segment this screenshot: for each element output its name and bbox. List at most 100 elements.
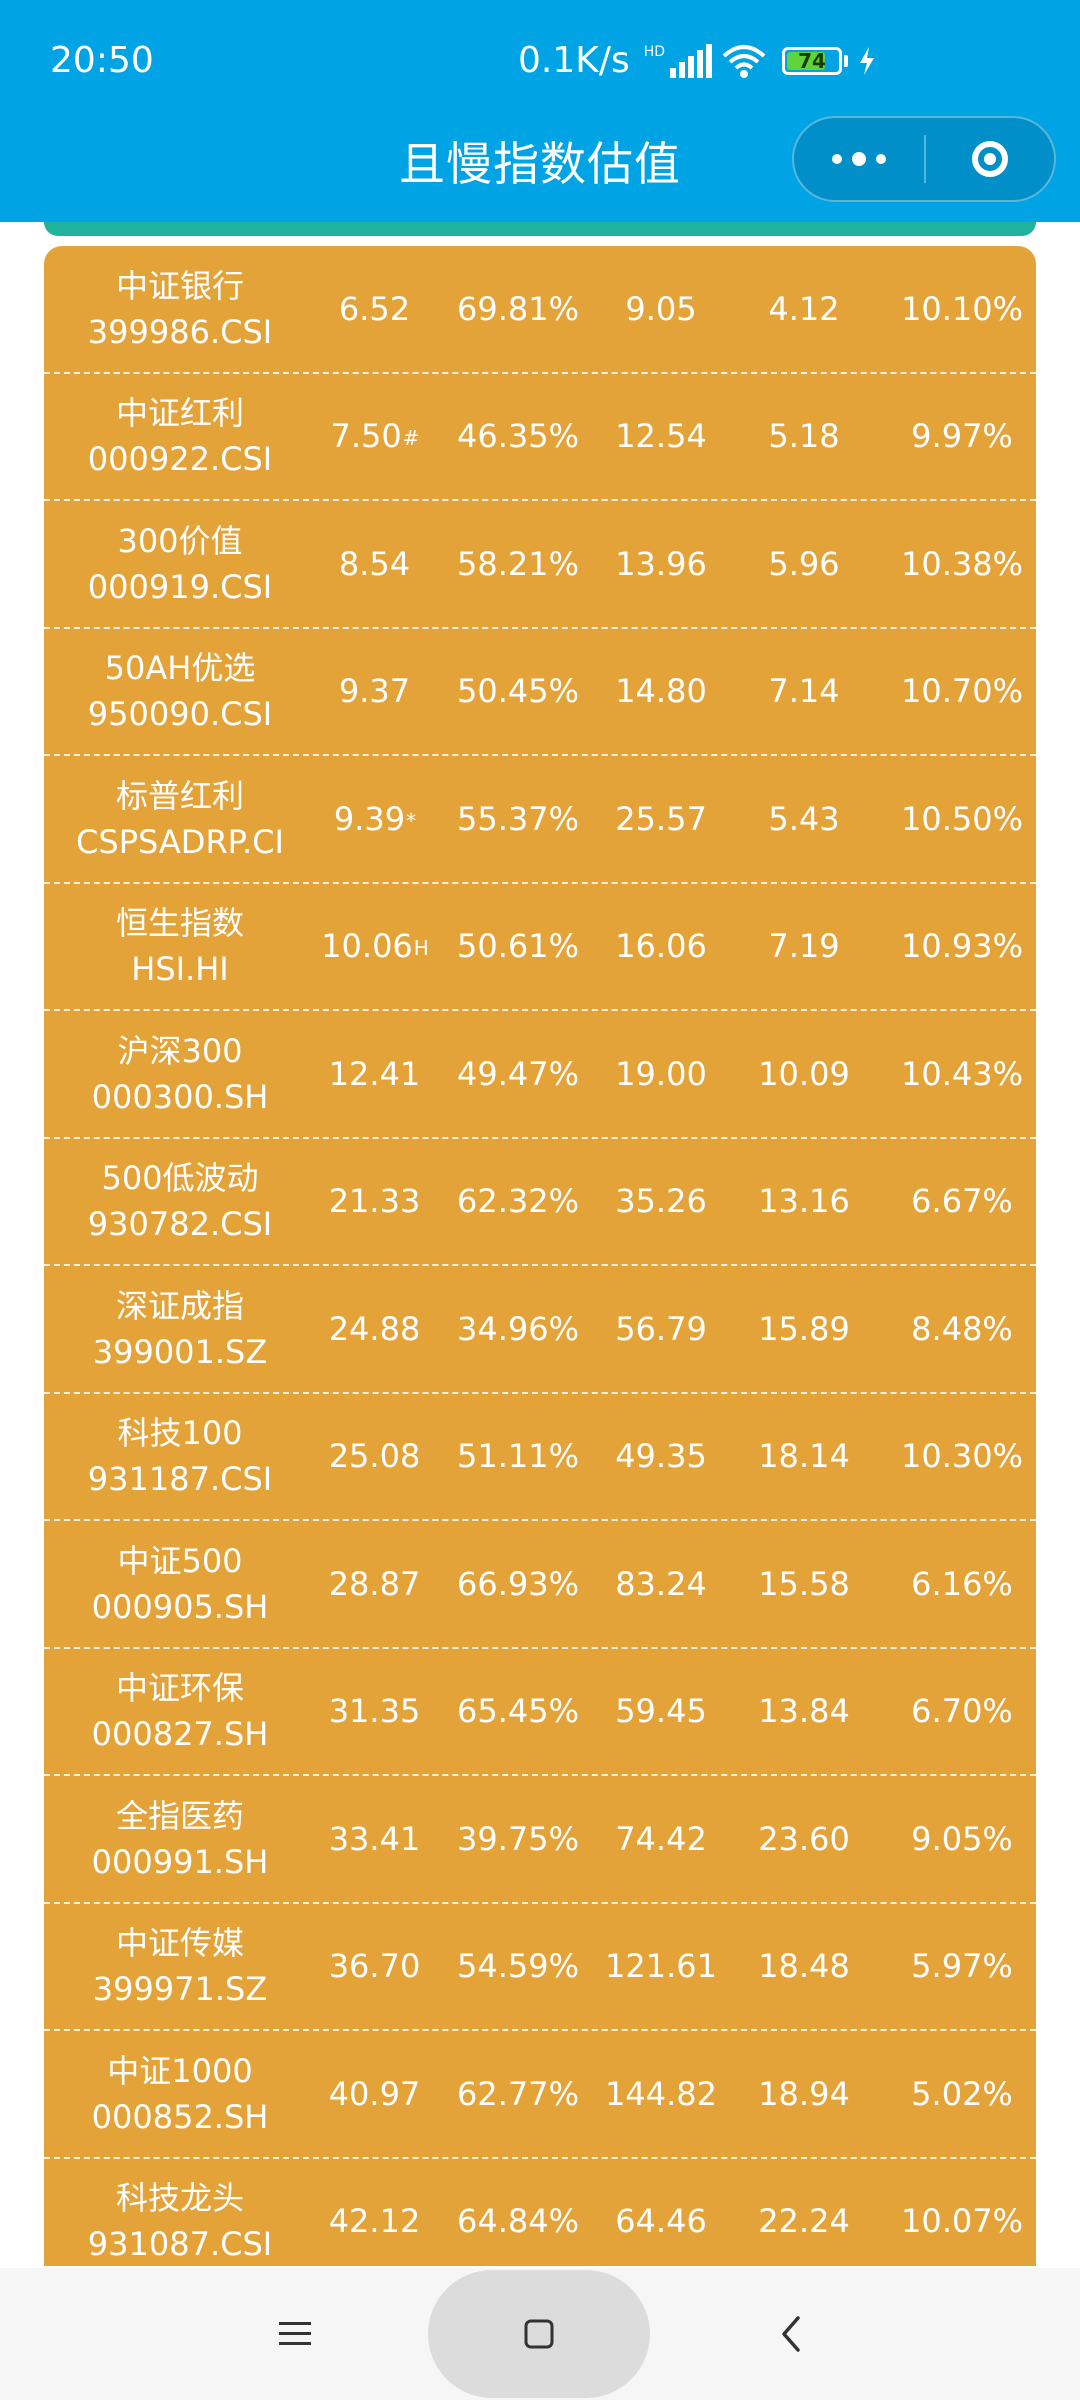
status-icons: 0.1K/s HD 74 bbox=[518, 40, 876, 81]
table-row[interactable]: 中证红利 000922.CSI 7.50# 46.35% 12.54 5.18 9.97% bbox=[44, 374, 1036, 501]
value-col-5: 10.07% bbox=[900, 2202, 1023, 2241]
value-col-5: 8.48% bbox=[911, 1309, 1013, 1348]
value-col-2: 62.77% bbox=[456, 2074, 579, 2113]
index-name: 中证银行 bbox=[115, 266, 244, 305]
index-name-cell: 500低波动 930782.CSI bbox=[44, 1155, 316, 1247]
value-col-1: 28.87 bbox=[316, 1565, 434, 1603]
value-col-4: 5.43 bbox=[768, 799, 840, 838]
table-row[interactable]: 全指医药 000991.SH 33.41 39.75% 74.42 23.60 9.05% bbox=[44, 1776, 1036, 1904]
index-code: HSI.HI bbox=[131, 950, 229, 989]
charging-icon bbox=[858, 46, 876, 76]
value-col-3: 74.42 bbox=[615, 1819, 707, 1858]
index-code: 930782.CSI bbox=[87, 1205, 273, 1244]
index-name: 标普红利 bbox=[115, 776, 244, 815]
table-row[interactable]: 中证500 000905.SH 28.87 66.93% 83.24 15.58 6.16% bbox=[44, 1521, 1036, 1649]
index-name-cell: 中证银行 399986.CSI bbox=[44, 263, 316, 355]
table-row[interactable]: 沪深300 000300.SH 12.41 49.47% 19.00 10.09 10.43… bbox=[44, 1011, 1036, 1139]
value-col-2: 66.93% bbox=[456, 1564, 579, 1603]
value-1: 28.87 bbox=[328, 1564, 421, 1603]
index-name: 中证1000 bbox=[107, 2051, 253, 2090]
value-col-2: 65.45% bbox=[456, 1692, 579, 1731]
value-col-2: 62.32% bbox=[456, 1182, 579, 1221]
system-nav-bar bbox=[0, 2268, 1080, 2400]
index-name-cell: 恒生指数 HSI.HI bbox=[44, 900, 316, 992]
value-col-1: 31.35 bbox=[316, 1692, 434, 1730]
value-1: 25.08 bbox=[328, 1437, 421, 1476]
signal-icon: HD bbox=[643, 43, 713, 78]
value-col-1: 8.54 bbox=[316, 545, 434, 583]
index-name-cell: 标普红利 CSPSADRP.CI bbox=[44, 773, 316, 865]
value-col-1: 21.33 bbox=[316, 1182, 434, 1220]
value-col-5: 9.97% bbox=[911, 417, 1013, 456]
value-col-5: 6.70% bbox=[911, 1692, 1013, 1731]
value-col-4: 7.19 bbox=[768, 927, 840, 966]
table-row[interactable]: 标普红利 CSPSADRP.CI 9.39* 55.37% 25.57 5.43 10.50… bbox=[44, 756, 1036, 884]
table-row[interactable]: 300价值 000919.CSI 8.54 58.21% 13.96 5.96 10.38% bbox=[44, 501, 1036, 629]
value-col-1: 25.08 bbox=[316, 1437, 434, 1475]
value-col-1: 40.97 bbox=[316, 2075, 434, 2113]
table-row[interactable]: 科技龙头 931087.CSI 42.12 64.84% 64.46 22.24 10.07… bbox=[44, 2159, 1036, 2267]
home-button[interactable] bbox=[428, 2268, 650, 2400]
value-col-2: 54.59% bbox=[456, 1947, 579, 1986]
index-code: 950090.CSI bbox=[87, 695, 273, 734]
value-col-5: 10.50% bbox=[900, 799, 1023, 838]
value-col-5: 5.97% bbox=[911, 1947, 1013, 1986]
value-col-3: 9.05 bbox=[625, 289, 697, 328]
value-col-5: 5.02% bbox=[911, 2074, 1013, 2113]
value-col-1: 9.39* bbox=[316, 800, 434, 838]
index-code: 000827.SH bbox=[91, 1715, 269, 1754]
value-col-4: 23.60 bbox=[758, 1819, 850, 1858]
table-row[interactable]: 500低波动 930782.CSI 21.33 62.32% 35.26 13.16 6.6… bbox=[44, 1139, 1036, 1266]
index-name-cell: 中证500 000905.SH bbox=[44, 1538, 316, 1630]
value-col-2: 50.45% bbox=[456, 672, 579, 711]
back-icon[interactable] bbox=[750, 2268, 830, 2400]
value-col-5: 6.16% bbox=[911, 1564, 1013, 1603]
table-row[interactable]: 中证传媒 399971.SZ 36.70 54.59% 121.61 18.48 5.97% bbox=[44, 1904, 1036, 2031]
valuation-table: 中证银行 399986.CSI 6.52 69.81% 9.05 4.12 10.10% 中证… bbox=[44, 246, 1036, 2266]
value-col-1: 6.52 bbox=[316, 290, 434, 328]
home-icon bbox=[524, 2319, 554, 2349]
hd-label: HD bbox=[643, 43, 666, 60]
value-col-2: 64.84% bbox=[456, 2202, 579, 2241]
menu-icon[interactable] bbox=[250, 2268, 340, 2400]
index-code: 000919.CSI bbox=[87, 567, 273, 606]
index-name-cell: 科技龙头 931087.CSI bbox=[44, 2175, 316, 2266]
network-speed: 0.1K/s bbox=[518, 40, 630, 81]
index-code: 000300.SH bbox=[91, 1077, 269, 1116]
table-row[interactable]: 中证银行 399986.CSI 6.52 69.81% 9.05 4.12 10.10% bbox=[44, 246, 1036, 374]
value-col-3: 49.35 bbox=[615, 1437, 707, 1476]
value-1: 40.97 bbox=[328, 2074, 421, 2113]
value-col-4: 15.58 bbox=[758, 1564, 850, 1603]
value-col-5: 10.43% bbox=[900, 1054, 1023, 1093]
table-row[interactable]: 中证环保 000827.SH 31.35 65.45% 59.45 13.84 6.70% bbox=[44, 1649, 1036, 1776]
value-col-1: 33.41 bbox=[316, 1820, 434, 1858]
more-icon[interactable] bbox=[794, 118, 924, 200]
value-col-4: 4.12 bbox=[768, 289, 840, 328]
value-col-1: 10.06H bbox=[316, 927, 434, 965]
index-name: 中证传媒 bbox=[115, 1924, 244, 1963]
table-row[interactable]: 深证成指 399001.SZ 24.88 34.96% 56.79 15.89 8.48% bbox=[44, 1266, 1036, 1394]
close-icon[interactable] bbox=[926, 118, 1054, 200]
index-name: 恒生指数 bbox=[115, 904, 244, 943]
value-col-2: 49.47% bbox=[456, 1054, 579, 1093]
index-name: 沪深300 bbox=[117, 1031, 243, 1070]
table-row[interactable]: 恒生指数 HSI.HI 10.06H 50.61% 16.06 7.19 10.93% bbox=[44, 884, 1036, 1011]
value-col-2: 46.35% bbox=[456, 417, 579, 456]
index-code: 931087.CSI bbox=[87, 2225, 273, 2264]
index-name-cell: 中证红利 000922.CSI bbox=[44, 390, 316, 482]
value-col-3: 121.61 bbox=[605, 1947, 717, 1986]
table-row[interactable]: 中证1000 000852.SH 40.97 62.77% 144.82 18.94 5.0… bbox=[44, 2031, 1036, 2159]
value-col-3: 144.82 bbox=[605, 2074, 717, 2113]
value-col-5: 10.38% bbox=[900, 544, 1023, 583]
index-code: 000905.SH bbox=[91, 1587, 269, 1626]
table-row[interactable]: 50AH优选 950090.CSI 9.37 50.45% 14.80 7.14 10.70… bbox=[44, 629, 1036, 756]
index-name-cell: 中证1000 000852.SH bbox=[44, 2048, 316, 2140]
index-name: 300价值 bbox=[117, 521, 243, 560]
value-col-4: 13.16 bbox=[758, 1182, 850, 1221]
value-1: 6.52 bbox=[338, 289, 411, 328]
value-1: 12.41 bbox=[328, 1054, 421, 1093]
value-1-mark: H bbox=[413, 936, 429, 961]
page-title: 且慢指数估值 bbox=[399, 137, 681, 191]
table-row[interactable]: 科技100 931187.CSI 25.08 51.11% 49.35 18.14 10.3… bbox=[44, 1394, 1036, 1521]
battery-level: 74 bbox=[798, 48, 826, 73]
